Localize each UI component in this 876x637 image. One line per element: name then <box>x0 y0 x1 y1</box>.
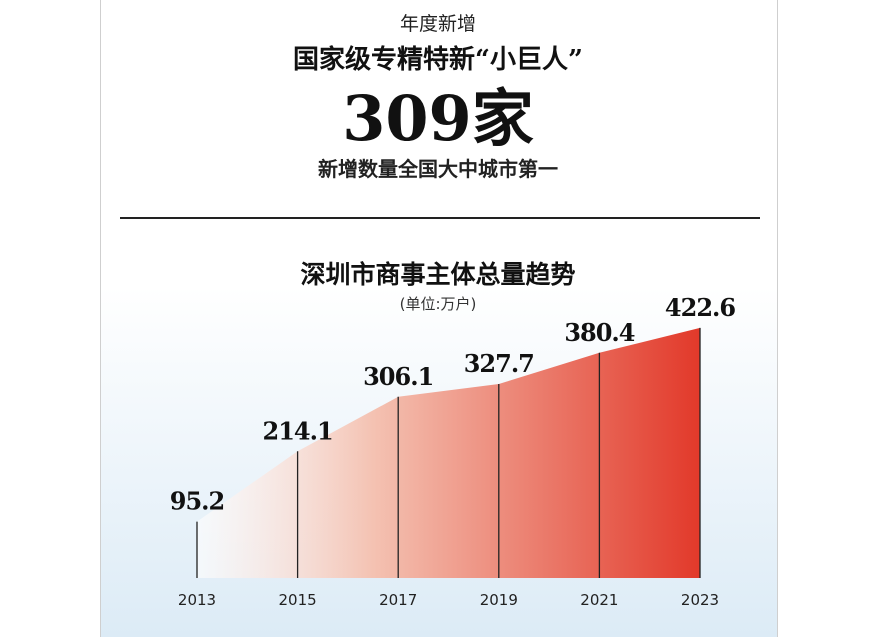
area <box>197 327 700 578</box>
x-tick-label: 2017 <box>379 591 417 609</box>
headline: 309家 <box>342 82 533 155</box>
header-title: 国家级专精特新“小巨人” <box>293 44 583 75</box>
data-label: 306.1 <box>363 362 433 391</box>
chart-title: 深圳市商事主体总量趋势 <box>300 260 575 289</box>
plot: 95.2 2013 214.1 2015 306.1 2017 327.7 2019 380.4… <box>170 293 737 609</box>
kicker: 年度新增 <box>400 13 476 35</box>
x-tick-label: 2023 <box>681 591 719 609</box>
data-label: 214.1 <box>263 416 333 445</box>
x-tick-label: 2013 <box>178 591 216 609</box>
data-label: 380.4 <box>564 318 634 347</box>
x-tick-label: 2021 <box>580 591 618 609</box>
chart-subtitle: (单位:万户) <box>400 295 477 313</box>
data-label: 327.7 <box>464 349 534 378</box>
header-note: 新增数量全国大中城市第一 <box>318 157 558 181</box>
data-label: 95.2 <box>170 487 224 516</box>
x-tick-label: 2015 <box>279 591 317 609</box>
data-label: 422.6 <box>665 293 735 322</box>
x-tick-label: 2019 <box>480 591 518 609</box>
